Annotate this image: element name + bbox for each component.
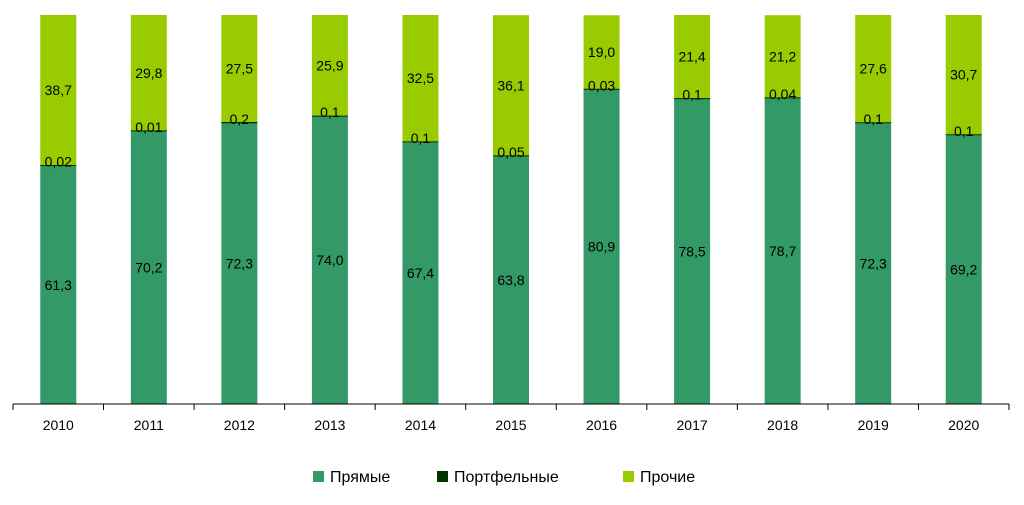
legend-item-portfolnye: Портфельные <box>437 469 559 486</box>
label-prochie-2019: 27,6 <box>860 61 887 77</box>
x-tick-label-2010: 2010 <box>43 417 74 433</box>
label-prochie-2012: 27,5 <box>226 60 253 76</box>
label-portfolnye-2012: 0,2 <box>230 111 250 127</box>
label-pryamye-2018: 78,7 <box>769 243 796 259</box>
legend-swatch <box>437 471 448 482</box>
label-portfolnye-2017: 0,1 <box>682 87 702 103</box>
label-pryamye-2013: 74,0 <box>316 252 343 268</box>
label-prochie-2014: 32,5 <box>407 70 434 86</box>
x-tick-label-2015: 2015 <box>495 417 526 433</box>
label-portfolnye-2014: 0,1 <box>411 130 431 146</box>
label-pryamye-2019: 72,3 <box>860 255 887 271</box>
label-portfolnye-2011: 0,01 <box>135 119 162 135</box>
x-tick-label-2011: 2011 <box>134 417 164 433</box>
bars-layer <box>40 15 981 404</box>
x-axis: 2010 2011 2012 2013 2014 2015 2016 2017 2018 2019… <box>13 404 1009 433</box>
label-prochie-2020: 30,7 <box>950 67 977 83</box>
x-tick-label-2020: 2020 <box>948 417 979 433</box>
label-portfolnye-2019: 0,1 <box>863 111 883 127</box>
legend-swatch <box>313 471 324 482</box>
label-prochie-2017: 21,4 <box>678 49 705 65</box>
label-portfolnye-2015: 0,05 <box>497 144 524 160</box>
x-tick-label-2017: 2017 <box>677 417 708 433</box>
label-prochie-2016: 19,0 <box>588 44 615 60</box>
label-prochie-2011: 29,8 <box>135 65 162 81</box>
label-pryamye-2016: 80,9 <box>588 239 615 255</box>
label-portfolnye-2016: 0,03 <box>588 77 615 93</box>
legend-item-prochie: Прочие <box>623 469 695 486</box>
x-tick-label-2018: 2018 <box>767 417 798 433</box>
label-pryamye-2017: 78,5 <box>678 243 705 259</box>
label-prochie-2010: 38,7 <box>45 82 72 98</box>
legend: Прямые Портфельные Прочие <box>313 469 695 486</box>
label-prochie-2013: 25,9 <box>316 57 343 73</box>
label-pryamye-2020: 69,2 <box>950 261 977 277</box>
legend-label: Прочие <box>640 469 695 486</box>
label-portfolnye-2013: 0,1 <box>320 104 340 120</box>
label-pryamye-2014: 67,4 <box>407 265 434 281</box>
label-pryamye-2012: 72,3 <box>226 255 253 271</box>
label-pryamye-2011: 70,2 <box>135 259 162 275</box>
label-prochie-2018: 21,2 <box>769 48 796 64</box>
label-pryamye-2010: 61,3 <box>45 277 72 293</box>
legend-item-pryamye: Прямые <box>313 469 390 486</box>
label-portfolnye-2018: 0,04 <box>769 86 796 102</box>
label-portfolnye-2010: 0,02 <box>45 154 72 170</box>
label-pryamye-2015: 63,8 <box>497 272 524 288</box>
x-tick-label-2014: 2014 <box>405 417 436 433</box>
label-prochie-2015: 36,1 <box>497 77 524 93</box>
x-tick-label-2012: 2012 <box>224 417 255 433</box>
x-tick-label-2019: 2019 <box>858 417 889 433</box>
legend-swatch <box>623 471 634 482</box>
x-tick-label-2013: 2013 <box>314 417 345 433</box>
x-tick-label-2016: 2016 <box>586 417 617 433</box>
label-portfolnye-2020: 0,1 <box>954 123 974 139</box>
legend-label: Прямые <box>330 469 390 486</box>
legend-label: Портфельные <box>454 469 559 486</box>
